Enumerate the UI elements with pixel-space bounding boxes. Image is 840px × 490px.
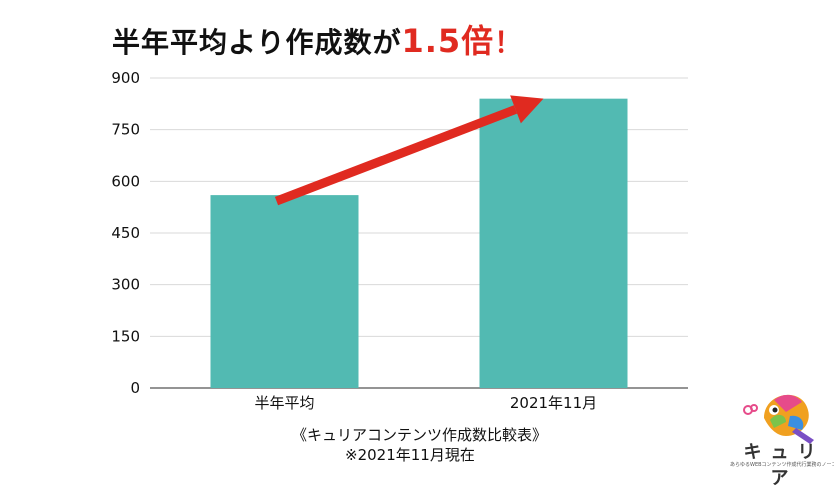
y-tick-label: 150 [111,327,140,345]
title-main: 半年平均より作成数が [112,26,402,59]
growth-arrow-shaft [274,105,518,206]
y-tick-label: 300 [111,276,140,294]
y-tick-label: 750 [111,121,140,139]
y-tick-label: 0 [130,379,140,397]
y-tick-label: 900 [111,69,140,87]
page-title: 半年平均より作成数が1.5倍！ [112,16,523,62]
x-tick-label: 2021年11月 [510,394,597,412]
growth-arrow-head [510,95,544,124]
x-tick-label: 半年平均 [254,394,314,412]
chart-caption: 《キュリアコンテンツ作成数比較表》 [292,426,548,444]
bar-chart: 0 150 300 450 600 750 900 半年平均 2021年11月 [111,69,688,412]
bar [210,195,359,388]
y-tick-label: 600 [111,172,140,190]
curia-logo-icon [743,394,814,444]
title-suffix: ！ [494,26,524,59]
y-tick-label: 450 [111,224,140,242]
title-highlight: 1.5倍 [401,22,495,60]
logo-subtext: あらゆるWEBコンテンツ作成代行業務のノーコードツール [730,462,834,468]
bar [479,98,628,389]
chart-note: ※2021年11月現在 [345,446,475,464]
